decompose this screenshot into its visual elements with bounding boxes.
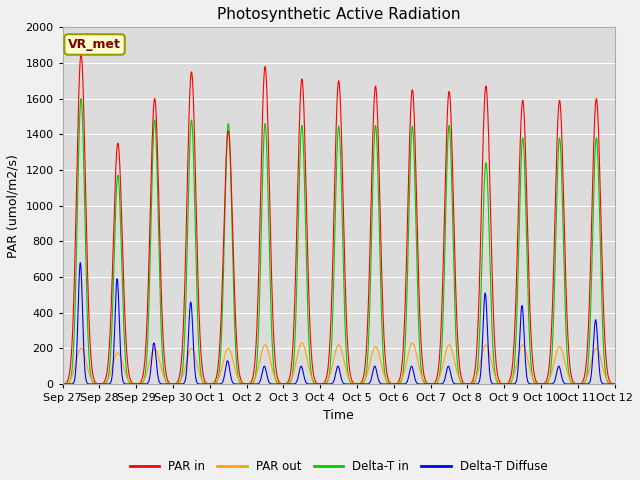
Legend: PAR in, PAR out, Delta-T in, Delta-T Diffuse: PAR in, PAR out, Delta-T in, Delta-T Dif… <box>125 456 552 478</box>
PAR in <box>95 381 103 387</box>
PAR out <box>432 380 440 385</box>
Delta-T in <box>95 381 103 387</box>
Delta-T in <box>158 347 166 352</box>
Line: Delta-T in: Delta-T in <box>63 98 614 384</box>
Delta-T Diffuse <box>611 381 618 387</box>
PAR in <box>77 51 85 57</box>
Delta-T Diffuse <box>59 381 67 387</box>
PAR out <box>158 368 166 374</box>
Line: Delta-T Diffuse: Delta-T Diffuse <box>63 263 614 384</box>
PAR out <box>298 340 306 346</box>
Delta-T in <box>318 381 326 387</box>
Delta-T in <box>463 381 470 387</box>
Delta-T Diffuse <box>494 381 502 387</box>
Line: PAR out: PAR out <box>63 343 614 384</box>
PAR out <box>494 378 502 384</box>
Delta-T in <box>494 380 502 385</box>
Delta-T Diffuse <box>463 381 470 387</box>
Delta-T Diffuse <box>76 260 84 265</box>
Delta-T in <box>611 381 618 387</box>
PAR out <box>463 381 470 387</box>
Delta-T Diffuse <box>280 381 287 387</box>
Delta-T Diffuse <box>318 381 326 387</box>
PAR in <box>158 312 166 317</box>
PAR in <box>463 381 470 387</box>
PAR out <box>611 381 618 387</box>
X-axis label: Time: Time <box>323 408 354 421</box>
Y-axis label: PAR (umol/m2/s): PAR (umol/m2/s) <box>7 154 20 258</box>
PAR in <box>611 381 618 387</box>
Delta-T in <box>77 96 85 101</box>
Line: PAR in: PAR in <box>63 54 614 384</box>
PAR in <box>494 373 502 379</box>
Delta-T Diffuse <box>432 381 440 387</box>
PAR out <box>95 381 103 387</box>
PAR in <box>59 381 67 387</box>
Delta-T Diffuse <box>158 381 166 387</box>
PAR out <box>59 381 67 387</box>
PAR in <box>611 381 618 387</box>
Delta-T in <box>611 381 618 387</box>
Delta-T in <box>432 381 440 386</box>
PAR out <box>611 381 618 387</box>
PAR in <box>318 381 326 386</box>
Delta-T in <box>59 381 67 387</box>
PAR out <box>318 381 326 387</box>
PAR in <box>432 378 440 384</box>
Title: Photosynthetic Active Radiation: Photosynthetic Active Radiation <box>217 7 460 22</box>
Text: VR_met: VR_met <box>68 38 121 51</box>
Delta-T Diffuse <box>611 381 618 387</box>
